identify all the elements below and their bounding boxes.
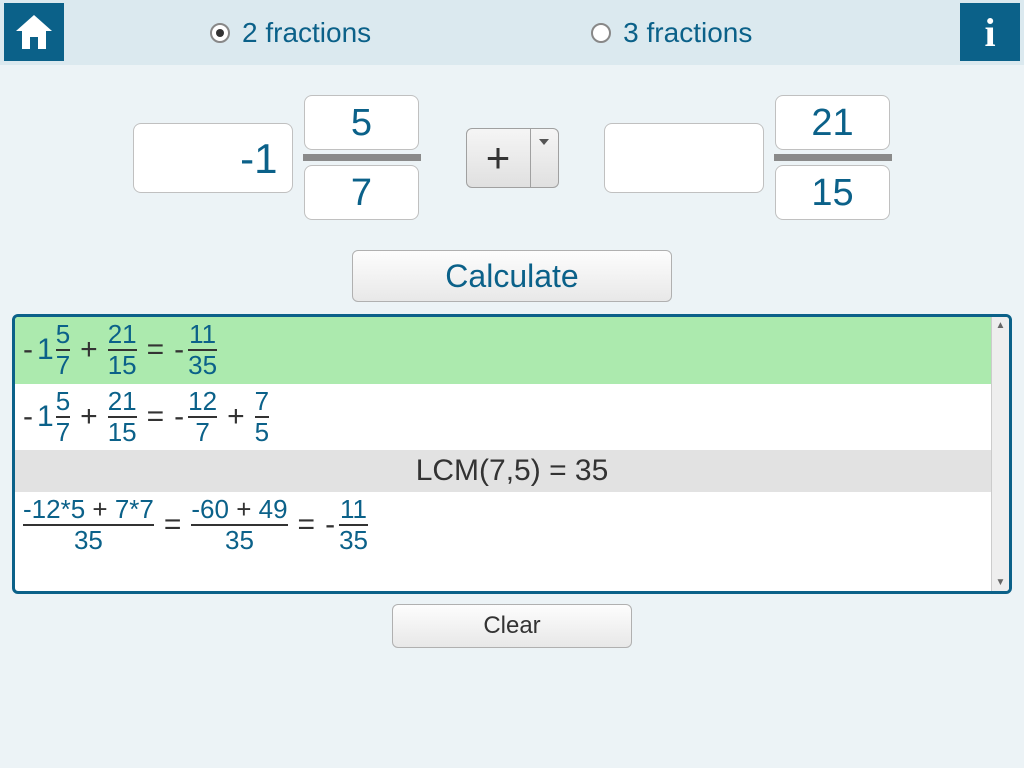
radio-2-fractions[interactable]: 2 fractions [210, 17, 371, 49]
operator-dropdown[interactable] [531, 128, 559, 188]
num: 5 [56, 388, 70, 415]
home-icon [14, 13, 54, 51]
result-row-step1: - 1 5 7 + 21 15 = - 12 7 + 7 5 [15, 384, 1009, 451]
den: 35 [339, 527, 368, 554]
den: 35 [74, 527, 103, 554]
whole-val: 1 [37, 400, 54, 434]
den: 15 [108, 352, 137, 379]
equals-sign: = [298, 508, 316, 542]
equals-sign: = [164, 508, 182, 542]
radio-3-fractions[interactable]: 3 fractions [591, 17, 752, 49]
operator-button[interactable]: + [466, 128, 531, 188]
num: 11 [189, 321, 216, 348]
denominator-1-input[interactable]: 7 [304, 165, 419, 220]
denominator-2-input[interactable]: 15 [775, 165, 890, 220]
radio-circle-icon [591, 23, 611, 43]
scrollbar[interactable]: ▲ ▼ [991, 317, 1009, 591]
numerator-1-input[interactable]: 5 [304, 95, 419, 150]
fraction-bar [303, 154, 421, 161]
radio-dot-icon [210, 23, 230, 43]
den: 35 [188, 352, 217, 379]
results-content: - 1 5 7 + 21 15 = - 11 35 - 1 5 7 + 21 15 = -… [15, 317, 1009, 591]
den: 7 [195, 419, 209, 446]
radio-label: 2 fractions [242, 17, 371, 49]
num: -60 + 49 [191, 496, 287, 523]
info-icon: i [984, 9, 995, 56]
equals-sign: = [147, 400, 165, 434]
result-row-lcm: LCM(7,5) = 35 [15, 450, 1009, 492]
plus-sign: + [80, 333, 98, 367]
minus-sign: - [23, 333, 33, 367]
whole-1-input[interactable]: -1 [133, 123, 293, 193]
operator-selector: + [466, 128, 559, 188]
num: 21 [108, 388, 137, 415]
fraction-1: 5 7 [303, 95, 421, 220]
plus-sign: + [80, 400, 98, 434]
radio-label: 3 fractions [623, 17, 752, 49]
results-panel: - 1 5 7 + 21 15 = - 11 35 - 1 5 7 + 21 15 = -… [12, 314, 1012, 594]
den: 5 [255, 419, 269, 446]
whole-2-input[interactable] [604, 123, 764, 193]
num: 21 [108, 321, 137, 348]
fraction-bar [774, 154, 892, 161]
num: -12*5 + 7*7 [23, 496, 154, 523]
home-button[interactable] [4, 3, 64, 61]
clear-button[interactable]: Clear [392, 604, 632, 648]
whole-val: 1 [37, 333, 54, 367]
lcm-text: LCM(7,5) = 35 [416, 454, 609, 488]
den: 15 [108, 419, 137, 446]
num: 5 [56, 321, 70, 348]
fraction-count-group: 2 fractions 3 fractions [210, 17, 752, 49]
scroll-down-icon[interactable]: ▼ [996, 577, 1006, 588]
header-bar: 2 fractions 3 fractions i [0, 0, 1024, 65]
minus-sign: - [325, 508, 335, 542]
num: 11 [340, 496, 367, 523]
den: 35 [225, 527, 254, 554]
scroll-up-icon[interactable]: ▲ [996, 320, 1006, 331]
num: 7 [255, 388, 269, 415]
minus-sign: - [174, 333, 184, 367]
numerator-2-input[interactable]: 21 [775, 95, 890, 150]
result-row-step2: -12*5 + 7*7 35 = -60 + 49 35 = - 11 35 [15, 492, 1009, 559]
minus-sign: - [174, 400, 184, 434]
info-button[interactable]: i [960, 3, 1020, 61]
num: 12 [188, 388, 217, 415]
result-row-answer: - 1 5 7 + 21 15 = - 11 35 [15, 317, 1009, 384]
den: 7 [56, 352, 70, 379]
fraction-2: 21 15 [774, 95, 892, 220]
equals-sign: = [147, 333, 165, 367]
calculate-button[interactable]: Calculate [352, 250, 672, 302]
minus-sign: - [23, 400, 33, 434]
den: 7 [56, 419, 70, 446]
input-row: -1 5 7 + 21 15 [0, 95, 1024, 220]
plus-sign: + [227, 400, 245, 434]
